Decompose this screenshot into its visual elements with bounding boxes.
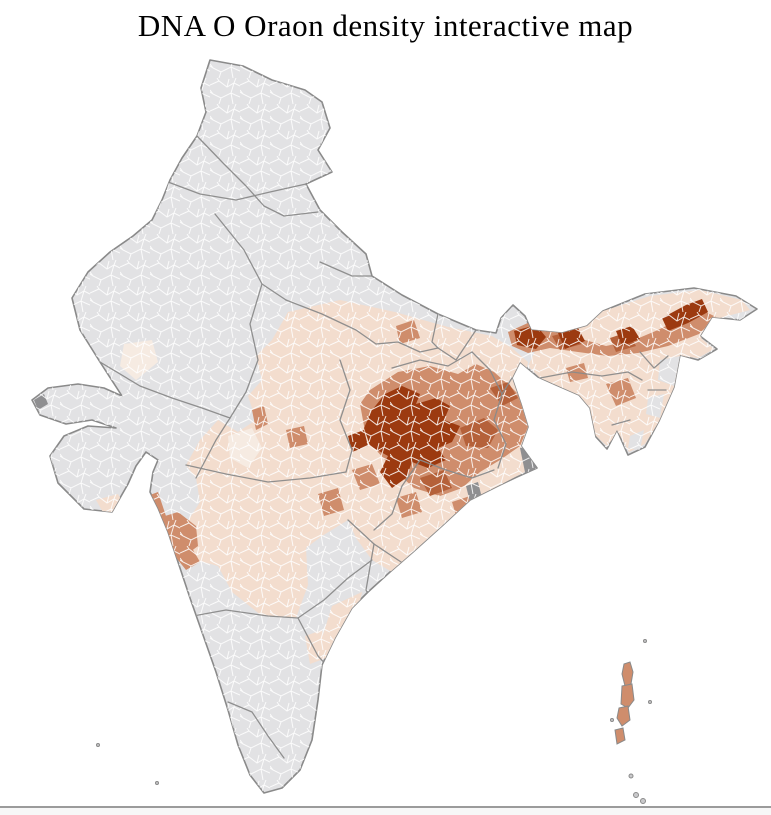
horizontal-scrollbar[interactable] (0, 806, 771, 815)
nicobar-island-dot[interactable] (640, 798, 646, 804)
island-dot[interactable] (610, 718, 614, 722)
little-andaman-island[interactable] (614, 727, 626, 745)
island-dot[interactable] (643, 639, 647, 643)
island-dot[interactable] (648, 700, 652, 704)
lakshadweep-islands[interactable] (96, 743, 159, 785)
district-cluster-northeast-background[interactable] (528, 290, 750, 452)
island-dot[interactable] (155, 781, 159, 785)
island-dot[interactable] (96, 743, 100, 747)
state-borders (99, 135, 669, 759)
district-cluster-mp-spot-2[interactable] (286, 426, 308, 448)
page-title: DNA O Oraon density interactive map (137, 8, 634, 43)
north-andaman-island[interactable] (621, 661, 634, 687)
middle-andaman-island[interactable] (620, 683, 635, 709)
andaman-nicobar-islands[interactable] (610, 639, 652, 804)
south-andaman-island[interactable] (616, 705, 631, 727)
nicobar-island-dot[interactable] (633, 792, 639, 798)
nicobar-island-dot[interactable] (628, 773, 634, 779)
